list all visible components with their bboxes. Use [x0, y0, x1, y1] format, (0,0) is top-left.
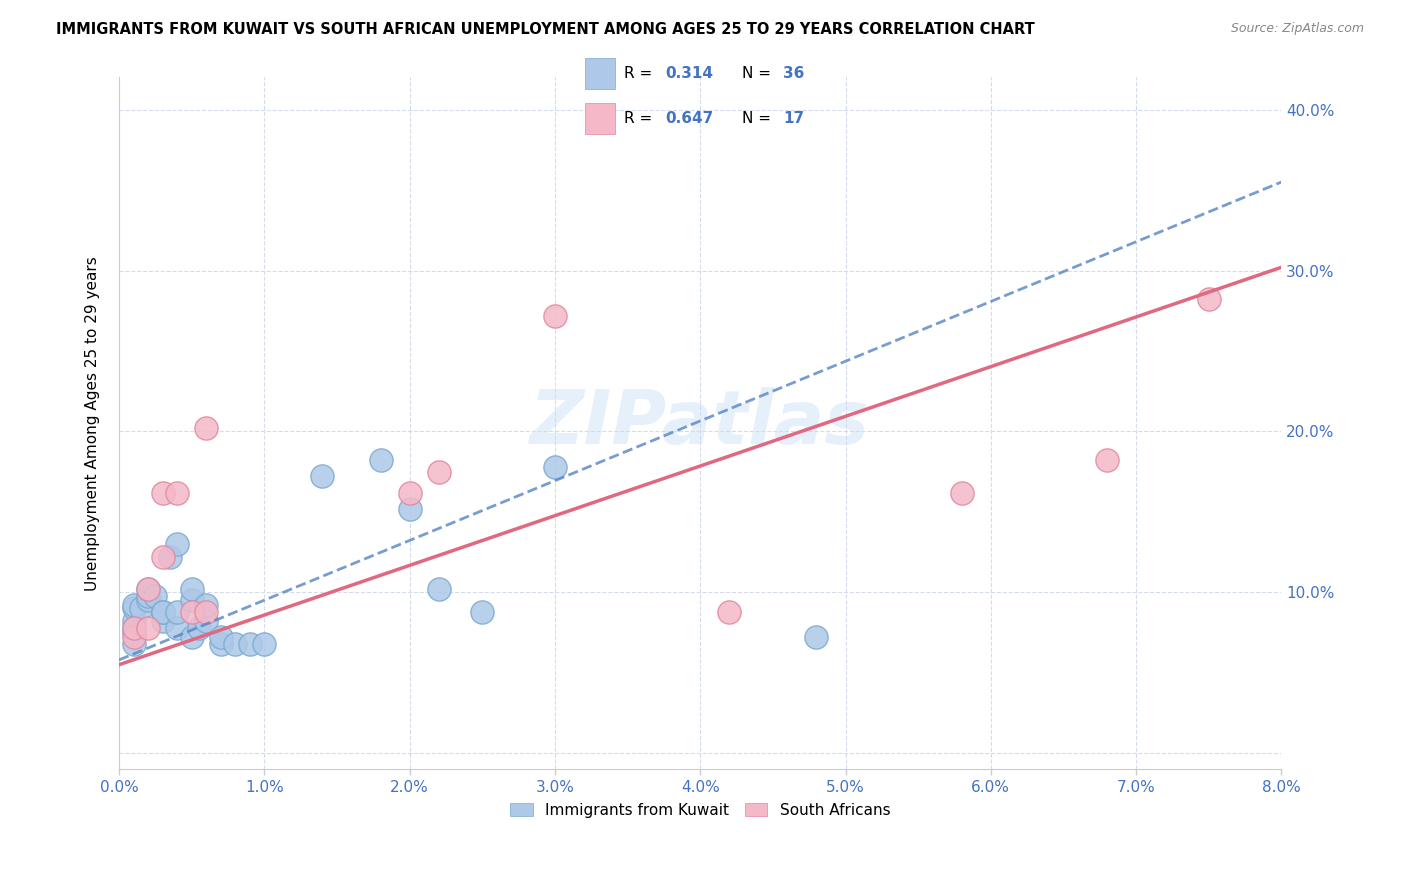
Point	[180, 582, 202, 596]
Text: 17: 17	[783, 111, 804, 126]
Point	[122, 631, 145, 645]
Point	[195, 605, 218, 619]
Point	[166, 621, 188, 635]
Point	[166, 537, 188, 551]
Point	[166, 605, 188, 619]
Point	[209, 631, 232, 645]
FancyBboxPatch shape	[585, 58, 614, 88]
Point	[718, 605, 741, 619]
Point	[136, 621, 159, 635]
Text: N =: N =	[742, 111, 776, 126]
Point	[195, 421, 218, 435]
Point	[136, 593, 159, 607]
Point	[427, 465, 450, 479]
Text: Source: ZipAtlas.com: Source: ZipAtlas.com	[1230, 22, 1364, 36]
Point	[427, 582, 450, 596]
Point	[1095, 453, 1118, 467]
Point	[180, 605, 202, 619]
Point	[122, 614, 145, 628]
Text: IMMIGRANTS FROM KUWAIT VS SOUTH AFRICAN UNEMPLOYMENT AMONG AGES 25 TO 29 YEARS C: IMMIGRANTS FROM KUWAIT VS SOUTH AFRICAN …	[56, 22, 1035, 37]
Point	[136, 582, 159, 596]
Point	[370, 453, 392, 467]
FancyBboxPatch shape	[585, 103, 614, 134]
Point	[129, 601, 152, 615]
Point	[209, 637, 232, 651]
Point	[471, 605, 494, 619]
Point	[1198, 293, 1220, 307]
Text: 0.647: 0.647	[665, 111, 713, 126]
Text: R =: R =	[624, 111, 657, 126]
Point	[253, 637, 276, 651]
Point	[311, 469, 333, 483]
Point	[544, 309, 567, 323]
Point	[159, 549, 181, 564]
Point	[122, 598, 145, 612]
Point	[180, 631, 202, 645]
Point	[166, 485, 188, 500]
Point	[398, 485, 420, 500]
Point	[950, 485, 973, 500]
Legend: Immigrants from Kuwait, South Africans: Immigrants from Kuwait, South Africans	[503, 797, 897, 824]
Point	[122, 621, 145, 635]
Point	[122, 601, 145, 615]
Point	[806, 631, 828, 645]
Point	[152, 605, 174, 619]
Point	[136, 582, 159, 596]
Point	[152, 614, 174, 628]
Point	[122, 621, 145, 635]
Point	[544, 459, 567, 474]
Point	[180, 593, 202, 607]
Point	[152, 485, 174, 500]
Point	[122, 637, 145, 651]
Point	[152, 549, 174, 564]
Point	[195, 614, 218, 628]
Point	[195, 598, 218, 612]
Point	[145, 589, 167, 603]
Text: R =: R =	[624, 66, 657, 81]
Text: 0.314: 0.314	[665, 66, 713, 81]
Y-axis label: Unemployment Among Ages 25 to 29 years: Unemployment Among Ages 25 to 29 years	[86, 256, 100, 591]
Point	[136, 589, 159, 603]
Point	[398, 501, 420, 516]
Point	[188, 621, 211, 635]
Point	[152, 605, 174, 619]
Text: ZIPatlas: ZIPatlas	[530, 387, 870, 460]
Point	[224, 637, 246, 651]
Text: N =: N =	[742, 66, 776, 81]
Text: 36: 36	[783, 66, 804, 81]
Point	[239, 637, 262, 651]
Point	[122, 625, 145, 640]
